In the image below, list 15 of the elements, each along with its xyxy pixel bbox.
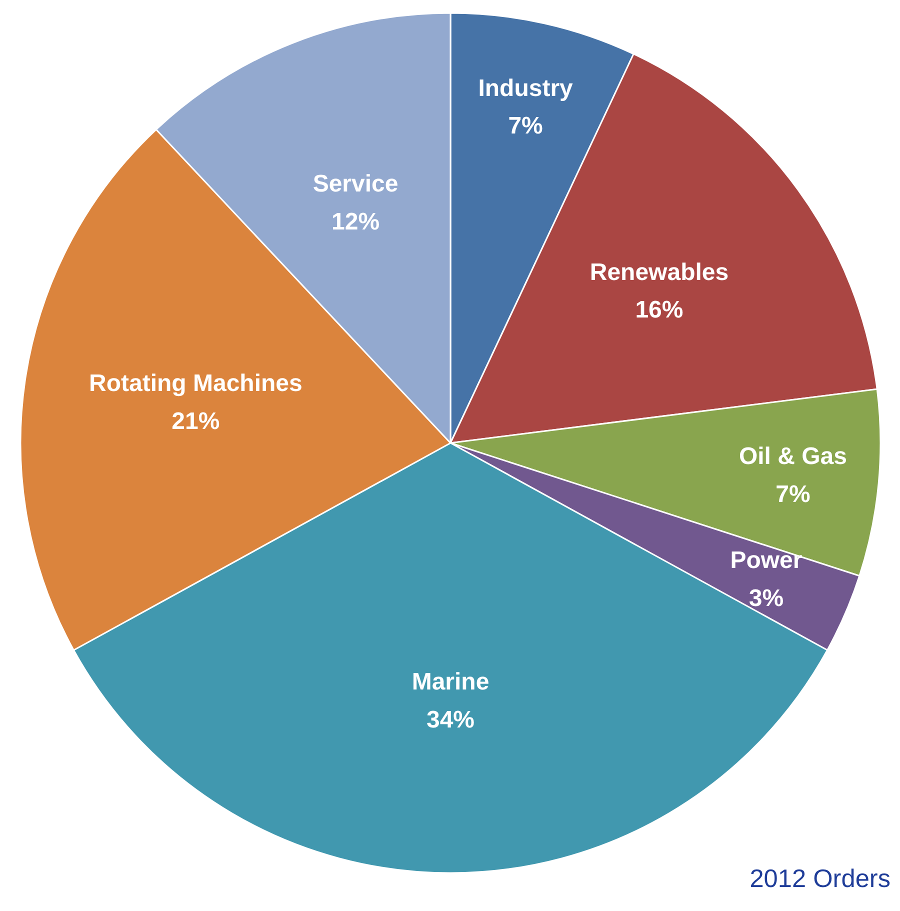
- data-label: 7%: [508, 112, 543, 140]
- slice-label: Industry: [478, 74, 574, 102]
- data-label: 7%: [776, 480, 810, 508]
- slice-label: Oil & Gas: [738, 442, 848, 470]
- slice-label: Renewables: [590, 258, 729, 286]
- data-label: 3%: [748, 585, 784, 612]
- data-label: 12%: [332, 208, 380, 236]
- slice-label: Marine: [412, 668, 490, 696]
- slice-label: Rotating Machines: [89, 370, 302, 398]
- text: 2012 Orders: [750, 865, 891, 893]
- data-label: 21%: [172, 408, 220, 436]
- slice-label: Service: [312, 170, 398, 198]
- slice-label: Power: [730, 547, 802, 574]
- data-label: 34%: [426, 706, 475, 734]
- data-label: 16%: [635, 296, 684, 324]
